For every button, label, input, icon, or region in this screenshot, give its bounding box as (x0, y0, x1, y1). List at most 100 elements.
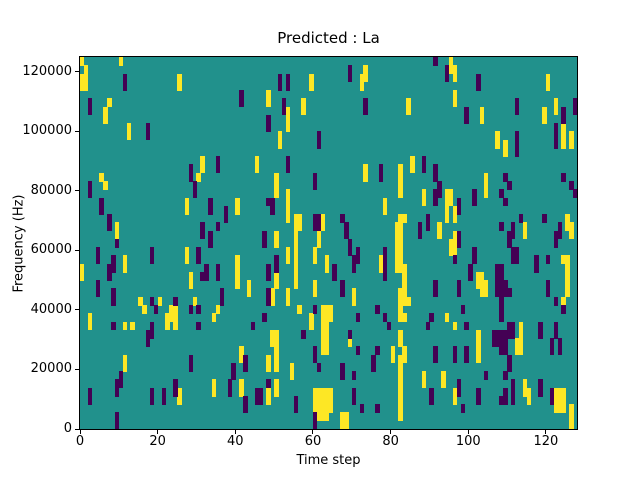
heatmap-cell (545, 81, 551, 91)
heatmap-cell (146, 338, 151, 347)
heatmap-cell (274, 280, 279, 290)
heatmap-cell (111, 296, 116, 306)
heatmap-cell (561, 123, 566, 132)
heatmap-cell (161, 395, 166, 405)
heatmap-cell (441, 371, 446, 380)
heatmap-cell (402, 354, 407, 364)
heatmap-cell (456, 238, 462, 248)
heatmap-cell (165, 313, 170, 323)
heatmap-cell (565, 271, 570, 281)
heatmap-cell (553, 238, 559, 248)
heatmap-cell (456, 288, 462, 298)
heatmap-cell (499, 222, 504, 232)
heatmap-cell (324, 305, 330, 314)
heatmap-cell (433, 172, 438, 182)
heatmap-cell (297, 222, 302, 232)
heatmap-cell (258, 387, 264, 397)
heatmap-cell (320, 346, 326, 356)
heatmap-cell (359, 73, 365, 83)
heatmap-cell (200, 156, 205, 166)
heatmap-cell (549, 387, 555, 397)
heatmap-cell (278, 81, 283, 91)
heatmap-cell (561, 172, 566, 182)
heatmap-cell (274, 230, 279, 240)
heatmap-cell (332, 263, 337, 273)
heatmap-cell (553, 139, 559, 149)
heatmap-cell (476, 280, 481, 290)
heatmap-cell (495, 329, 500, 339)
heatmap-cell (371, 362, 376, 372)
heatmap-cell (398, 387, 403, 397)
heatmap-cell (499, 329, 504, 339)
heatmap-cell (274, 362, 279, 372)
heatmap-cell (270, 338, 275, 347)
heatmap-cell (200, 164, 205, 174)
x-axis-label: Time step (296, 453, 361, 468)
heatmap-cell (316, 131, 322, 141)
heatmap-cell (161, 387, 166, 397)
heatmap-cell (274, 238, 279, 248)
heatmap-cell (239, 346, 244, 356)
heatmap-cell (479, 114, 485, 124)
heatmap-cell (270, 329, 275, 339)
heatmap-cell (510, 395, 516, 405)
heatmap-cell (429, 395, 434, 405)
x-tick-label: 0 (75, 434, 85, 449)
heatmap-cell (192, 296, 198, 306)
heatmap-cell (316, 362, 322, 372)
heatmap-cell (188, 305, 194, 314)
heatmap-cell (398, 371, 403, 380)
heatmap-cell (347, 65, 353, 75)
heatmap-cell (510, 230, 516, 240)
heatmap-cell (347, 329, 353, 339)
heatmap-cell (561, 106, 566, 116)
heatmap-cell (375, 346, 380, 356)
heatmap-cell (514, 255, 520, 265)
heatmap-cell (355, 346, 361, 356)
heatmap-cell (293, 280, 299, 290)
heatmap-cell (239, 379, 244, 389)
heatmap-cell (312, 172, 318, 182)
y-tick-label: 60000 (30, 242, 72, 258)
heatmap-cell (312, 387, 318, 397)
heatmap-cell (184, 197, 190, 207)
heatmap-cell (243, 404, 248, 414)
heatmap-cell (312, 420, 318, 429)
heatmap-cell (452, 395, 458, 405)
heatmap-cell (429, 387, 434, 397)
heatmap-cell (347, 338, 353, 347)
heatmap-cell (503, 197, 508, 207)
heatmap-cell (95, 288, 100, 298)
heatmap-cell (510, 321, 516, 331)
heatmap-cell (437, 222, 442, 232)
heatmap-cell (417, 222, 423, 232)
heatmap-cell (514, 247, 520, 256)
heatmap-cell (114, 412, 120, 422)
heatmap-cell (285, 106, 291, 116)
heatmap-cell (444, 197, 450, 207)
heatmap-cell (464, 106, 469, 116)
heatmap-cell (476, 346, 481, 356)
heatmap-cell (394, 247, 399, 256)
heatmap-cell (534, 255, 539, 265)
heatmap-cell (569, 404, 574, 414)
y-tick-label: 100000 (22, 123, 72, 139)
heatmap-cell (565, 222, 570, 232)
x-tick-label: 80 (382, 434, 399, 449)
heatmap-cell (270, 205, 275, 215)
heatmap-cell (274, 181, 279, 190)
heatmap-cell (293, 247, 299, 256)
heatmap-cell (212, 313, 217, 323)
heatmap-cell (514, 106, 520, 116)
heatmap-cell (324, 329, 330, 339)
tick-mark (467, 430, 469, 434)
heatmap-cell (227, 379, 233, 389)
heatmap-cell (153, 305, 159, 314)
heatmap-cell (398, 181, 403, 190)
heatmap-cell (312, 255, 318, 265)
heatmap-cell (398, 395, 403, 405)
heatmap-cell (173, 379, 178, 389)
heatmap-cell (452, 73, 458, 83)
heatmap-cell (476, 271, 481, 281)
heatmap-cell (285, 205, 291, 215)
